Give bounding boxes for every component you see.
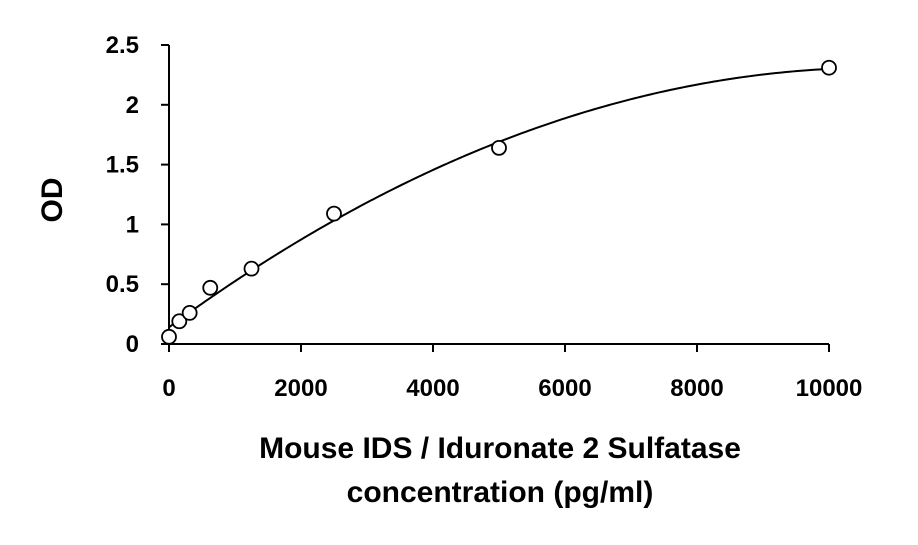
y-axis-title: OD: [36, 178, 69, 223]
data-point: [202, 279, 219, 296]
data-points: [161, 59, 837, 345]
data-point: [171, 313, 188, 330]
y-tick-label: 1.5: [106, 152, 139, 179]
data-point: [181, 305, 198, 321]
axis-titles: OD Mouse IDS / Iduronate 2 Sulfatase con…: [36, 178, 741, 510]
y-tick-label: 2.5: [106, 32, 139, 59]
x-tick-label: 2000: [274, 375, 327, 402]
x-axis-title-line-2: concentration (pg/ml): [347, 476, 654, 509]
data-point: [821, 59, 837, 76]
x-axis-title-line-1: Mouse IDS / Iduronate 2 Sulfatase: [259, 432, 741, 465]
y-tick-label: 2: [126, 92, 139, 119]
axes: [161, 44, 830, 352]
tick-labels: 0 0.5 1 1.5 2 2.5 0 2000 4000 6000 8000 10000: [106, 32, 863, 402]
y-tick-label: 1: [126, 211, 139, 238]
fit-curve-group: [168, 67, 830, 329]
x-tick-label: 4000: [406, 375, 459, 402]
fit-curve: [168, 67, 830, 329]
x-tick-label: 8000: [670, 375, 723, 402]
y-tick-label: 0.5: [106, 271, 139, 298]
x-tick-label: 0: [162, 375, 175, 402]
x-tick-label: 10000: [796, 375, 863, 402]
data-point: [161, 328, 177, 345]
y-tick-label: 0: [126, 331, 139, 358]
data-point: [243, 260, 260, 277]
data-point: [326, 205, 342, 222]
data-point: [491, 139, 507, 156]
x-tick-label: 6000: [538, 375, 591, 402]
